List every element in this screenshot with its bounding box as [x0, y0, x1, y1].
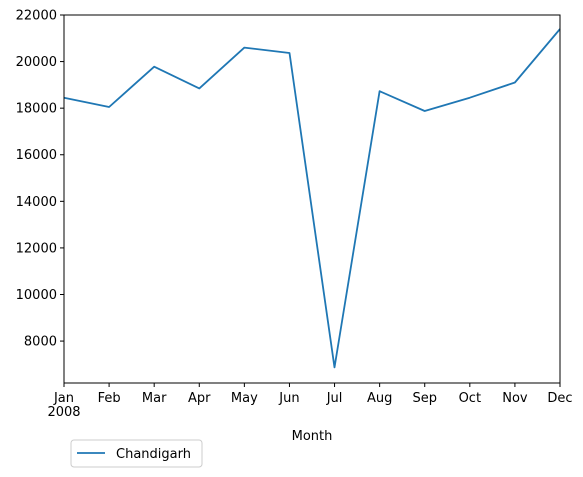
y-tick-label: 16000: [16, 148, 57, 163]
x-tick-label: Aug: [367, 391, 392, 406]
x-tick-label: Jul: [326, 391, 343, 406]
x-tick-label: Dec: [547, 391, 572, 406]
x-axis-title: Month: [292, 429, 333, 444]
x-tick-label: Jan: [53, 391, 74, 406]
plot-frame: [63, 14, 561, 384]
y-tick-label: 10000: [16, 288, 57, 303]
x-tick-label: Apr: [188, 391, 211, 406]
y-axis: 8000 10000 12000 14000 16000 18000 20000 22000: [16, 9, 64, 350]
x-axis: Jan Feb Mar Apr May Jun Jul Aug Sep Oct Nov Dec: [53, 383, 573, 406]
legend-label-chandigarh: Chandigarh: [116, 447, 191, 462]
y-tick-label: 22000: [16, 9, 57, 24]
x-tick-label: Oct: [459, 391, 481, 406]
series-lines: [63, 28, 561, 369]
y-tick-label: 8000: [24, 335, 57, 350]
series-line-chandigarh: [63, 28, 561, 369]
x-tick-label: Feb: [98, 391, 121, 406]
y-tick-label: 12000: [16, 241, 57, 256]
x-tick-label: Mar: [142, 391, 167, 406]
x-tick-label: May: [231, 391, 258, 406]
y-tick-label: 20000: [16, 55, 57, 70]
x-tick-label: Jun: [278, 391, 299, 406]
x-tick-label: Sep: [412, 391, 437, 406]
legend: Chandigarh: [70, 439, 203, 468]
legend-frame: [70, 439, 203, 468]
x-year-label: 2008: [47, 405, 80, 420]
y-tick-label: 14000: [16, 195, 57, 210]
x-tick-label: Nov: [502, 391, 528, 406]
y-tick-label: 18000: [16, 102, 57, 117]
